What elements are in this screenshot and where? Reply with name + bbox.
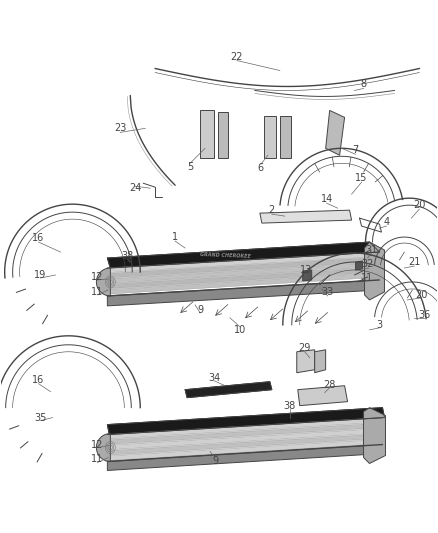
Polygon shape	[107, 242, 379, 268]
Text: 7: 7	[353, 146, 359, 155]
Polygon shape	[200, 110, 214, 158]
Polygon shape	[260, 210, 352, 223]
Polygon shape	[364, 242, 385, 300]
Polygon shape	[107, 445, 382, 471]
Text: 22: 22	[231, 52, 243, 61]
Polygon shape	[364, 408, 385, 464]
Text: 1: 1	[172, 232, 178, 242]
Text: 15: 15	[355, 173, 368, 183]
Polygon shape	[185, 382, 272, 398]
Text: 13: 13	[300, 265, 312, 275]
Polygon shape	[297, 350, 314, 373]
Polygon shape	[107, 423, 382, 445]
Text: 34: 34	[208, 373, 220, 383]
Text: 19: 19	[35, 270, 47, 280]
Text: 24: 24	[129, 183, 141, 193]
Polygon shape	[303, 270, 312, 281]
Text: 36: 36	[418, 310, 431, 320]
Text: 11: 11	[361, 273, 374, 283]
Text: 5: 5	[187, 162, 193, 172]
Text: 32: 32	[361, 259, 374, 269]
Polygon shape	[107, 439, 382, 461]
Polygon shape	[264, 116, 276, 158]
Text: 23: 23	[114, 123, 127, 133]
Text: 20: 20	[415, 290, 427, 300]
Text: 10: 10	[234, 325, 246, 335]
Polygon shape	[107, 408, 385, 434]
Polygon shape	[326, 110, 345, 155]
Polygon shape	[96, 433, 110, 462]
Text: 8: 8	[360, 79, 367, 90]
Text: 38: 38	[121, 251, 134, 261]
Text: 2: 2	[268, 205, 275, 215]
Text: GRAND CHEROKEE: GRAND CHEROKEE	[200, 252, 251, 259]
Text: 6: 6	[258, 163, 264, 173]
Text: 33: 33	[321, 287, 334, 297]
Text: 38: 38	[284, 401, 296, 410]
Text: 29: 29	[299, 343, 311, 353]
Text: 3: 3	[376, 320, 382, 330]
Text: 11: 11	[91, 287, 103, 297]
Polygon shape	[96, 268, 110, 296]
Text: 31: 31	[365, 245, 378, 255]
Polygon shape	[107, 434, 382, 455]
Text: 12: 12	[91, 272, 103, 282]
Text: 16: 16	[32, 375, 45, 385]
Text: 12: 12	[91, 440, 103, 449]
Polygon shape	[107, 417, 382, 439]
Text: 35: 35	[34, 413, 47, 423]
Polygon shape	[298, 386, 348, 406]
Text: 11: 11	[91, 455, 103, 464]
Polygon shape	[107, 273, 379, 294]
Text: 4: 4	[383, 217, 389, 227]
Polygon shape	[107, 429, 382, 450]
Polygon shape	[218, 112, 228, 158]
Polygon shape	[314, 350, 326, 373]
Text: 9: 9	[212, 456, 218, 466]
Polygon shape	[107, 257, 379, 278]
Text: 14: 14	[321, 194, 333, 204]
Polygon shape	[107, 268, 379, 289]
Text: 21: 21	[408, 257, 420, 267]
Polygon shape	[107, 280, 379, 306]
Polygon shape	[356, 261, 363, 270]
Polygon shape	[280, 116, 291, 158]
Text: 9: 9	[197, 305, 203, 315]
Polygon shape	[107, 252, 379, 272]
Text: 28: 28	[323, 379, 336, 390]
Text: 20: 20	[413, 200, 426, 210]
Text: 16: 16	[32, 233, 45, 243]
Polygon shape	[107, 262, 379, 284]
